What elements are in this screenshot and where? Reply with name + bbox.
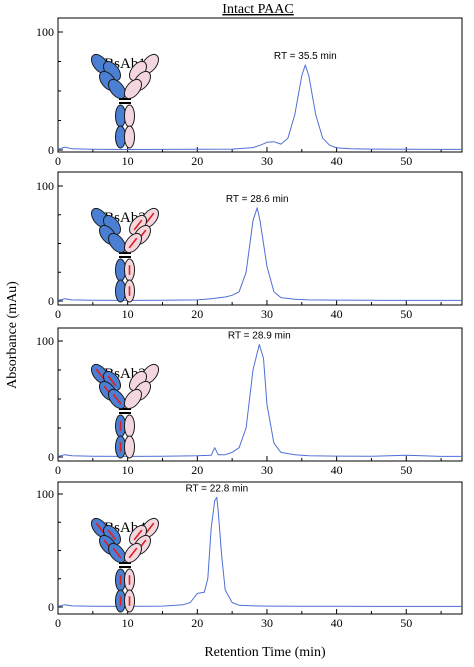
y-tick-label: 100 — [36, 25, 54, 39]
antibody-domain — [124, 78, 142, 100]
x-tick-label: 30 — [261, 616, 273, 630]
x-tick-label: 0 — [55, 154, 61, 168]
antibody-schematic-icon — [91, 363, 159, 459]
y-tick-label: 0 — [48, 294, 54, 308]
x-tick-label: 30 — [261, 463, 273, 477]
mutation-mark — [112, 393, 122, 405]
antibody-schematic-icon — [91, 207, 159, 303]
mutation-mark — [133, 529, 143, 541]
x-tick-label: 50 — [400, 616, 412, 630]
x-tick-label: 30 — [261, 307, 273, 321]
x-tick-label: 20 — [191, 154, 203, 168]
x-axis-label: Retention Time (min) — [204, 645, 326, 660]
antibody-domain — [124, 125, 135, 149]
x-tick-label: 50 — [400, 463, 412, 477]
peak-annotation: RT = 28.6 min — [226, 194, 289, 205]
x-tick-label: 20 — [191, 307, 203, 321]
mutation-mark — [107, 375, 117, 387]
x-tick-label: 40 — [331, 463, 343, 477]
x-tick-label: 40 — [331, 154, 343, 168]
mutation-mark — [95, 368, 105, 380]
x-tick-label: 30 — [261, 154, 273, 168]
antibody-domain — [124, 104, 135, 128]
mutation-mark — [112, 547, 122, 559]
y-tick-label: 100 — [36, 179, 54, 193]
x-tick-label: 40 — [331, 307, 343, 321]
x-tick-label: 0 — [55, 616, 61, 630]
x-tick-label: 10 — [122, 154, 134, 168]
peak-annotation: RT = 22.8 min — [185, 483, 248, 494]
antibody-domain — [108, 232, 126, 254]
x-tick-label: 10 — [122, 616, 134, 630]
x-tick-label: 10 — [122, 307, 134, 321]
y-tick-label: 0 — [48, 600, 54, 614]
antibody-schematic-icon — [91, 517, 159, 613]
y-tick-label: 100 — [36, 487, 54, 501]
antibody-schematic-icon — [91, 53, 159, 149]
plot-frame — [57, 327, 463, 462]
chromatogram-trace — [57, 64, 462, 150]
mutation-mark — [133, 219, 143, 231]
x-tick-label: 0 — [55, 307, 61, 321]
x-tick-label: 50 — [400, 154, 412, 168]
mutation-mark — [128, 237, 138, 249]
chromatogram-trace — [57, 496, 462, 607]
figure-title: Intact PAAC — [222, 2, 293, 17]
antibody-domain — [124, 388, 142, 410]
peak-annotation: RT = 35.5 min — [274, 51, 337, 62]
y-axis-label: Absorbance (mAu) — [5, 281, 20, 389]
mutation-mark — [145, 212, 155, 224]
peak-annotation: RT = 28.9 min — [228, 330, 291, 341]
x-tick-label: 0 — [55, 463, 61, 477]
mutation-mark — [128, 547, 138, 559]
y-tick-label: 0 — [48, 450, 54, 464]
x-tick-label: 20 — [191, 463, 203, 477]
plot-frame — [57, 481, 463, 615]
plot-frame — [57, 171, 463, 306]
antibody-domain — [108, 78, 126, 100]
x-tick-label: 50 — [400, 307, 412, 321]
x-tick-label: 20 — [191, 616, 203, 630]
mutation-mark — [107, 529, 117, 541]
y-tick-label: 0 — [48, 143, 54, 157]
antibody-domain — [124, 435, 135, 459]
chromatogram-trace — [57, 344, 462, 457]
mutation-mark — [95, 522, 105, 534]
x-tick-label: 40 — [331, 616, 343, 630]
plot-frame — [57, 17, 463, 153]
mutation-mark — [145, 522, 155, 534]
antibody-domain — [124, 414, 135, 438]
x-tick-label: 10 — [122, 463, 134, 477]
y-tick-label: 100 — [36, 334, 54, 348]
